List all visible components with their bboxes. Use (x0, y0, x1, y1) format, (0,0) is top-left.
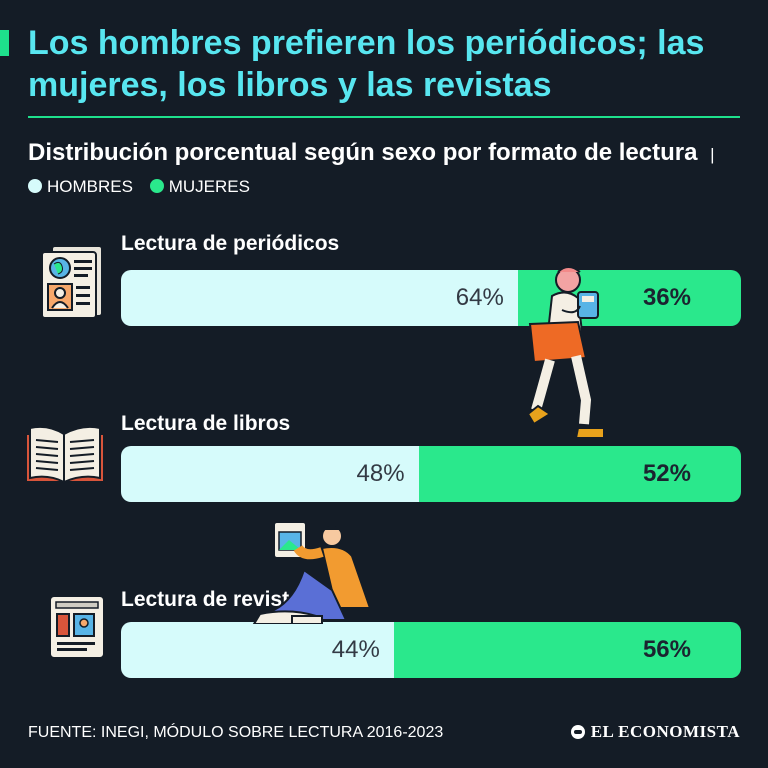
category-label: Lectura de periódicos (121, 232, 340, 255)
bar-segment-men: 44% (121, 622, 394, 678)
data-label: 44% (331, 636, 380, 663)
title-accent-bar (0, 30, 9, 56)
title-divider (28, 116, 740, 118)
legend-separator: | (710, 145, 715, 164)
subtitle-text: Distribución porcentual según sexo por f… (28, 139, 698, 166)
bar-row: 48% 52% (121, 446, 741, 502)
category-label: Lectura de libros (121, 412, 291, 435)
bar-segment-women: 56% (393, 622, 741, 678)
reading-person-sitting-illustration (252, 521, 372, 624)
data-label: 64% (455, 284, 504, 311)
brand: EL ECONOMISTA (570, 722, 740, 742)
legend: | HOMBRES MUJERES (28, 145, 723, 196)
data-label: 56% (642, 636, 691, 663)
legend-label-women: MUJERES (168, 177, 250, 196)
legend-swatch-men (28, 179, 42, 193)
data-label: 52% (642, 460, 691, 487)
bar-row: 64% 36% (121, 270, 741, 326)
legend-swatch-women (149, 179, 164, 193)
reading-person-standing-illustration (526, 266, 605, 439)
bar-segment-men: 64% (121, 270, 518, 326)
brand-name: EL ECONOMISTA (590, 722, 740, 741)
newspaper-icon (41, 245, 103, 319)
chart-title: Los hombres prefieren los periódicos; la… (28, 24, 705, 104)
chart-subtitle: Distribución porcentual según sexo por f… (28, 138, 740, 202)
bar-segment-women: 52% (418, 446, 741, 502)
data-label: 36% (642, 284, 691, 311)
category-label: Lectura de revistas (121, 588, 313, 611)
magazine-icon (45, 595, 105, 665)
data-label: 48% (356, 460, 405, 487)
bar-segment-men: 48% (121, 446, 419, 502)
legend-label-men: HOMBRES (47, 177, 133, 196)
bar-row: 44% 56% (121, 622, 741, 678)
brand-logo-icon (570, 725, 585, 739)
source-note: FUENTE: INEGI, MÓDULO SOBRE LECTURA 2016… (28, 724, 444, 741)
open-book-icon (25, 425, 105, 484)
